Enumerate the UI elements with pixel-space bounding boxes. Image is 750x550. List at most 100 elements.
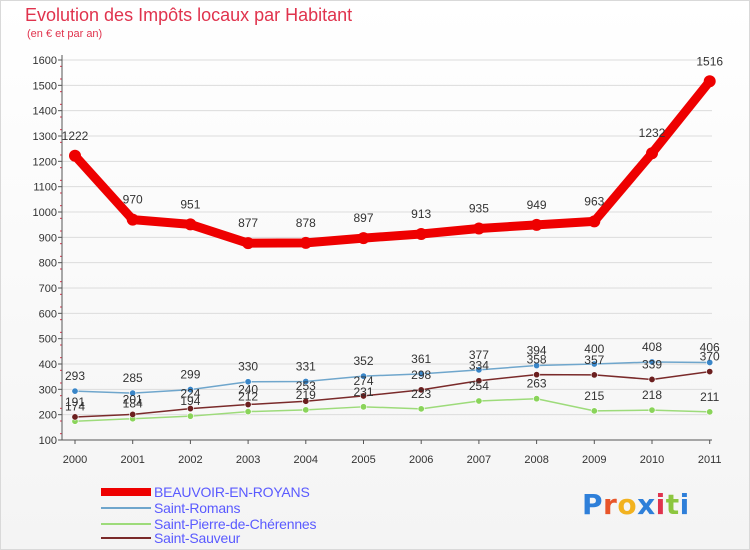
chart-subtitle: (en € et par an) (27, 28, 103, 40)
data-label: 400 (584, 342, 604, 356)
data-label: 949 (527, 198, 547, 212)
data-label: 935 (469, 201, 489, 215)
data-point-0 (184, 218, 197, 231)
data-point-1 (590, 360, 598, 368)
series-line-2 (74, 397, 711, 423)
data-label: 330 (238, 360, 258, 374)
logo-letter: x (637, 488, 656, 521)
data-point-0 (69, 149, 81, 162)
data-label: 408 (642, 340, 662, 354)
logo-letter: i (655, 488, 666, 521)
x-tick-label: 2003 (236, 454, 260, 466)
data-point-0 (646, 147, 658, 160)
data-label: 1516 (696, 54, 723, 68)
logo-letter: o (617, 488, 638, 521)
y-tick-label: 1600 (33, 55, 57, 67)
x-tick-label: 2000 (63, 454, 87, 466)
data-label: 211 (700, 390, 719, 404)
data-point-1 (71, 387, 79, 395)
y-tick-label: 1400 (33, 106, 57, 118)
data-point-3 (71, 413, 79, 421)
data-label: 253 (296, 379, 316, 393)
data-point-2 (706, 408, 714, 416)
data-label: 1222 (62, 129, 89, 143)
legend-swatch-saint-sauveur (101, 537, 151, 539)
data-point-3 (186, 405, 194, 413)
x-tick-label: 2011 (698, 454, 722, 466)
data-point-1 (648, 358, 656, 366)
data-point-1 (244, 378, 252, 386)
data-label: 263 (527, 377, 547, 391)
data-point-2 (475, 397, 483, 405)
data-point-3 (590, 371, 598, 379)
data-label: 361 (411, 352, 431, 366)
proxiti-logo: Proxiti (582, 488, 690, 521)
y-tick-label: 900 (39, 232, 57, 244)
y-tick-label: 1200 (33, 156, 57, 168)
y-tick-label: 400 (39, 359, 57, 371)
data-point-3 (533, 371, 541, 379)
data-label: 951 (180, 197, 200, 211)
data-label: 194 (180, 394, 200, 408)
data-point-2 (359, 403, 367, 411)
data-point-0 (126, 213, 139, 226)
data-label: 224 (180, 387, 200, 401)
data-label: 218 (642, 388, 662, 402)
data-point-2 (590, 407, 598, 415)
data-point-1 (129, 389, 137, 397)
legend-label-saint-romans: Saint-Romans (154, 500, 241, 516)
logo-letter: r (603, 488, 618, 521)
y-tick-label: 300 (39, 384, 57, 396)
data-point-3 (244, 401, 252, 409)
x-tick-label: 2001 (120, 454, 144, 466)
data-point-3 (475, 377, 483, 385)
data-point-2 (186, 412, 194, 420)
y-tick-label: 1300 (33, 131, 57, 143)
legend-label-saint-sauveur: Saint-Sauveur (154, 530, 241, 546)
data-point-0 (242, 237, 255, 250)
legend-swatch-saint-romans (101, 507, 151, 509)
x-tick-label: 2004 (294, 454, 318, 466)
data-label: 394 (527, 344, 547, 358)
data-label: 254 (469, 379, 489, 393)
legend-item-saint-sauveur: Saint-Sauveur (100, 530, 240, 546)
logo-letter: i (679, 488, 690, 521)
data-point-3 (302, 397, 310, 405)
data-point-3 (648, 375, 656, 383)
data-label: 223 (411, 387, 431, 401)
data-label: 174 (65, 399, 85, 413)
data-label: 191 (65, 395, 85, 409)
x-tick-label: 2009 (582, 454, 606, 466)
data-point-2 (302, 406, 310, 414)
y-tick-label: 500 (39, 334, 57, 346)
data-label: 357 (584, 353, 604, 367)
series-line-3 (74, 370, 711, 418)
legend-item-saint-romans: Saint-Romans (100, 500, 241, 516)
data-point-2 (417, 405, 425, 413)
data-point-1 (533, 362, 541, 370)
data-label: 878 (296, 216, 316, 230)
data-point-3 (129, 410, 137, 418)
data-label: 331 (296, 359, 316, 373)
x-tick-label: 2008 (524, 454, 548, 466)
data-label: 339 (642, 357, 662, 371)
legend-label-saint-pierre: Saint-Pierre-de-Chérennes (154, 516, 317, 532)
data-point-0 (357, 232, 370, 245)
data-label: 913 (411, 207, 431, 221)
data-label: 299 (180, 368, 200, 382)
data-label: 334 (469, 359, 489, 373)
data-point-0 (530, 218, 543, 231)
x-tick-label: 2010 (640, 454, 664, 466)
data-point-0 (588, 215, 601, 228)
data-point-3 (417, 386, 425, 394)
series-line-1 (74, 361, 711, 394)
data-point-1 (706, 358, 714, 366)
legend-swatch-saint-pierre (101, 523, 151, 525)
data-label: 215 (584, 389, 604, 403)
data-label: 1232 (639, 126, 666, 140)
y-tick-label: 800 (39, 258, 57, 270)
x-tick-label: 2002 (178, 454, 202, 466)
data-point-1 (186, 386, 194, 394)
